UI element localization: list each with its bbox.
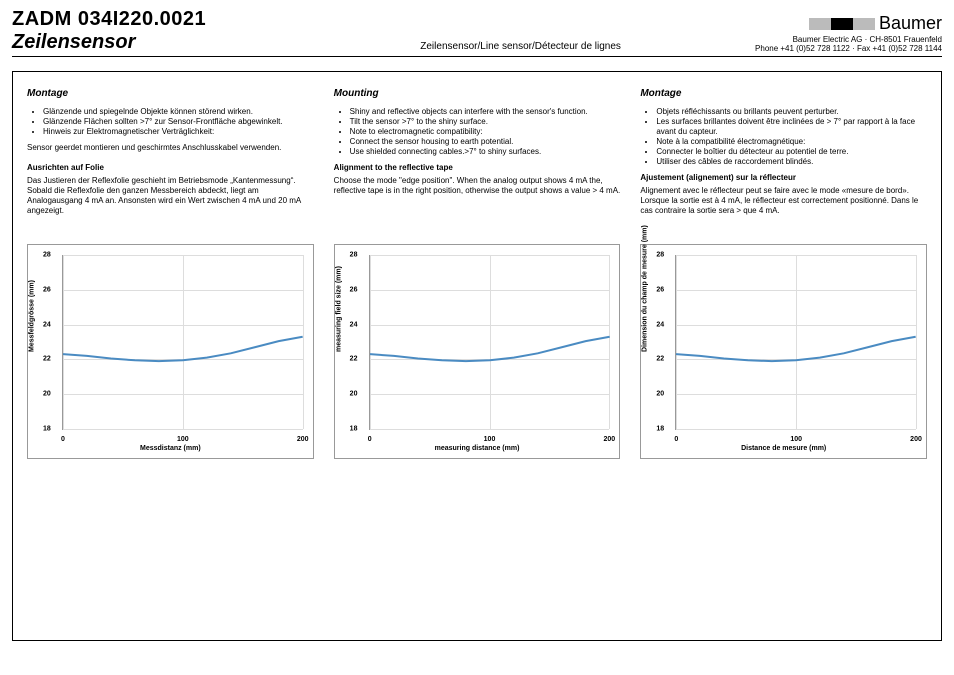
y-tick-label: 24 — [43, 321, 51, 328]
y-tick-label: 26 — [43, 286, 51, 293]
header-left: ZADM 034I220.0021 Zeilensensor — [12, 8, 206, 54]
y-tick-label: 26 — [656, 286, 664, 293]
gridline-h — [370, 429, 610, 430]
x-tick-label: 0 — [61, 436, 65, 443]
y-tick-label: 22 — [656, 356, 664, 363]
section-title: Montage — [27, 88, 314, 99]
bullet-item: Tilt the sensor >7° to the shiny surface… — [350, 117, 621, 127]
bullet-list: Shiny and reflective objects can interfe… — [334, 107, 621, 157]
y-tick-label: 24 — [350, 321, 358, 328]
x-tick-label: 0 — [368, 436, 372, 443]
y-tick-label: 28 — [656, 252, 664, 259]
column-2: Montage Objets réfléchissants ou brillant… — [640, 88, 927, 216]
bullet-item: Shiny and reflective objects can interfe… — [350, 107, 621, 117]
bullet-item: Connecter le boîtier du détecteur au pot… — [656, 147, 927, 157]
product-subtitle: Zeilensensor — [12, 31, 206, 54]
text-columns: Montage Glänzende und spiegelnde Objekte … — [27, 88, 927, 216]
section-title: Mounting — [334, 88, 621, 99]
x-tick-label: 100 — [484, 436, 496, 443]
header: ZADM 034I220.0021 Zeilensensor Zeilensen… — [12, 8, 942, 57]
bullet-item: Utiliser des câbles de raccordement blin… — [656, 157, 927, 167]
y-tick-label: 20 — [43, 391, 51, 398]
bullet-list: Glänzende und spiegelnde Objekte können … — [27, 107, 314, 137]
gridline-v — [303, 255, 304, 429]
chart-1: 1820222426280100200measuring distance (m… — [334, 244, 621, 459]
address-line-1: Baumer Electric AG · CH-8501 Frauenfeld — [755, 35, 942, 45]
y-axis-label: Messfeldgrösse (mm) — [29, 280, 36, 352]
bullet-item: Hinweis zur Elektromagnetischer Verträgl… — [43, 127, 314, 137]
sub-section-title: Ausrichten auf Folie — [27, 163, 314, 172]
section-title: Montage — [640, 88, 927, 99]
bullet-list: Objets réfléchissants ou brillants peuve… — [640, 107, 927, 167]
paragraph: Alignement avec le réflecteur peut se fa… — [640, 186, 927, 216]
x-axis-label: Distance de mesure (mm) — [741, 445, 826, 452]
y-axis-label: Dimension du champ de mesure (mm) — [642, 225, 649, 352]
sub-section-title: Ajustement (alignement) sur la réflecteu… — [640, 173, 927, 182]
y-tick-label: 22 — [350, 356, 358, 363]
paragraph: Choose the mode "edge position". When th… — [334, 176, 621, 196]
paragraph: Das Justieren der Reflexfolie geschieht … — [27, 176, 314, 216]
y-tick-label: 22 — [43, 356, 51, 363]
x-axis-label: Messdistanz (mm) — [140, 445, 201, 452]
content-frame: Montage Glänzende und spiegelnde Objekte … — [12, 71, 942, 641]
header-right: Baumer Baumer Electric AG · CH-8501 Frau… — [755, 13, 942, 54]
brand-name: Baumer — [879, 13, 942, 35]
chart-plot-area: 1820222426280100200 — [675, 255, 916, 430]
gridline-h — [63, 429, 303, 430]
gridline-v — [609, 255, 610, 429]
y-tick-label: 18 — [656, 426, 664, 433]
brand: Baumer — [755, 13, 942, 35]
chart-2: 1820222426280100200Distance de mesure (m… — [640, 244, 927, 459]
y-tick-label: 26 — [350, 286, 358, 293]
chart-line — [676, 255, 916, 429]
sub-section-title: Alignment to the reflective tape — [334, 163, 621, 172]
brand-logo-icon — [809, 18, 875, 30]
chart-plot-area: 1820222426280100200 — [62, 255, 303, 430]
y-tick-label: 20 — [350, 391, 358, 398]
chart-line — [63, 255, 303, 429]
product-code: ZADM 034I220.0021 — [12, 8, 206, 31]
y-tick-label: 28 — [350, 252, 358, 259]
bullet-item: Les surfaces brillantes doivent être inc… — [656, 117, 927, 137]
bullet-item: Connect the sensor housing to earth pote… — [350, 137, 621, 147]
x-tick-label: 200 — [604, 436, 616, 443]
y-tick-label: 24 — [656, 321, 664, 328]
header-center: Zeilensensor/Line sensor/Détecteur de li… — [420, 41, 621, 54]
bullet-item: Note to electromagnetic compatibility: — [350, 127, 621, 137]
y-axis-label: measuring field size (mm) — [335, 266, 342, 352]
note-text: Sensor geerdet montieren und geschirmtes… — [27, 143, 314, 153]
address-line-2: Phone +41 (0)52 728 1122 · Fax +41 (0)52… — [755, 44, 942, 54]
x-tick-label: 0 — [674, 436, 678, 443]
y-tick-label: 18 — [350, 426, 358, 433]
bullet-item: Objets réfléchissants ou brillants peuve… — [656, 107, 927, 117]
gridline-v — [916, 255, 917, 429]
x-tick-label: 100 — [177, 436, 189, 443]
chart-line — [370, 255, 610, 429]
bullet-item: Glänzende und spiegelnde Objekte können … — [43, 107, 314, 117]
gridline-h — [676, 429, 916, 430]
x-tick-label: 100 — [790, 436, 802, 443]
y-tick-label: 18 — [43, 426, 51, 433]
x-tick-label: 200 — [297, 436, 309, 443]
y-tick-label: 20 — [656, 391, 664, 398]
column-0: Montage Glänzende und spiegelnde Objekte … — [27, 88, 314, 216]
y-tick-label: 28 — [43, 252, 51, 259]
bullet-item: Note à la compatibilité électromagnétiqu… — [656, 137, 927, 147]
x-axis-label: measuring distance (mm) — [435, 445, 520, 452]
bullet-item: Glänzende Flächen sollten >7° zur Sensor… — [43, 117, 314, 127]
bullet-item: Use shielded connecting cables.>7° to sh… — [350, 147, 621, 157]
x-tick-label: 200 — [910, 436, 922, 443]
chart-row: 1820222426280100200Messdistanz (mm)Messf… — [27, 244, 927, 459]
chart-plot-area: 1820222426280100200 — [369, 255, 610, 430]
chart-0: 1820222426280100200Messdistanz (mm)Messf… — [27, 244, 314, 459]
column-1: Mounting Shiny and reflective objects can… — [334, 88, 621, 216]
